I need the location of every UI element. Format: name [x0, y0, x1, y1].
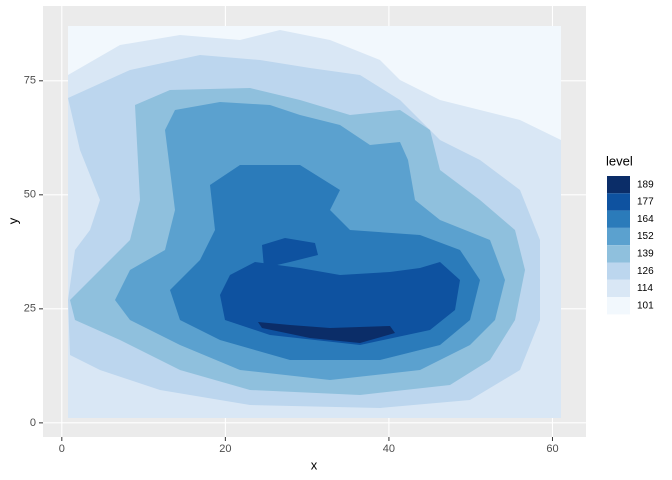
legend-key — [607, 193, 630, 211]
legend-key — [607, 297, 630, 315]
legend-label: 164 — [637, 214, 654, 225]
legend: 189 177 164 152 139 126 114 101 — [607, 176, 654, 315]
legend-key — [607, 245, 630, 263]
x-tick-label: 60 — [546, 443, 558, 455]
y-tick-label: 50 — [24, 189, 36, 201]
x-axis-title: x — [311, 457, 318, 472]
y-tick-label: 75 — [24, 75, 36, 87]
contour-band — [258, 322, 395, 343]
legend-label: 101 — [637, 300, 654, 311]
contour-bands — [68, 26, 561, 418]
y-tick-label: 0 — [30, 417, 36, 429]
legend-label: 189 — [637, 179, 654, 190]
legend-key — [607, 279, 630, 298]
legend-label: 152 — [637, 231, 654, 242]
legend-key — [607, 176, 630, 194]
axes: 0 20 40 60 0 25 50 75 — [24, 75, 559, 455]
legend-title: level — [606, 153, 633, 168]
legend-label: 177 — [637, 197, 654, 208]
y-axis-title: y — [5, 217, 20, 224]
legend-key — [607, 210, 630, 228]
x-tick-label: 20 — [219, 443, 231, 455]
legend-key — [607, 262, 630, 280]
x-tick-label: 0 — [59, 443, 65, 455]
legend-key — [607, 227, 630, 246]
legend-label: 126 — [637, 266, 654, 277]
legend-label: 139 — [637, 248, 654, 259]
y-tick-label: 25 — [24, 303, 36, 315]
x-tick-label: 40 — [383, 443, 395, 455]
legend-label: 114 — [637, 283, 653, 294]
contour-band — [220, 238, 460, 345]
